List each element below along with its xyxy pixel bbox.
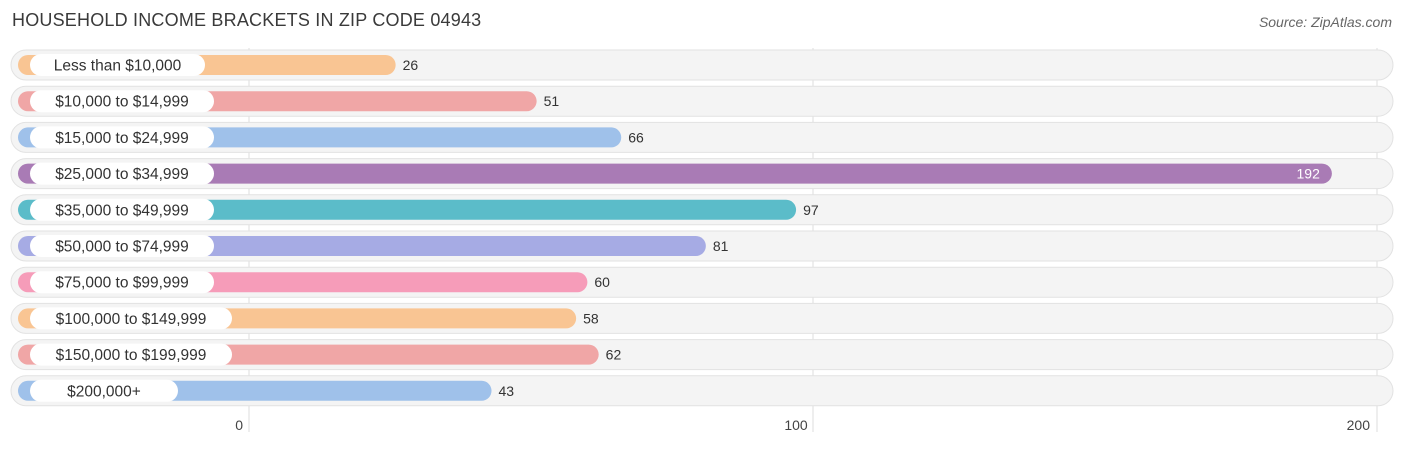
category-label-pill — [30, 235, 214, 257]
value-label: 43 — [499, 383, 515, 399]
category-label-pill — [30, 379, 178, 402]
category-label: $35,000 to $49,999 — [55, 202, 189, 219]
x-tick-label: 100 — [784, 417, 808, 433]
source-credit: Source: ZipAtlas.com — [1258, 14, 1392, 30]
category-label-pill — [30, 54, 205, 76]
value-label: 60 — [594, 274, 610, 290]
category-label: $15,000 to $24,999 — [55, 130, 189, 147]
category-label: $75,000 to $99,999 — [55, 275, 189, 292]
category-label: $200,000+ — [67, 383, 141, 400]
x-tick-label: 0 — [235, 417, 243, 433]
category-label-pill — [30, 126, 214, 149]
value-label: 51 — [544, 93, 560, 109]
category-label-pill — [30, 198, 214, 221]
chart-title: HOUSEHOLD INCOME BRACKETS IN ZIP CODE 04… — [12, 10, 482, 30]
category-label-pill — [30, 162, 214, 185]
category-label: $50,000 to $74,999 — [55, 239, 189, 256]
value-label: 58 — [583, 310, 599, 326]
category-label: $25,000 to $34,999 — [55, 166, 189, 183]
category-label-pill — [30, 307, 232, 330]
category-label-pill — [30, 90, 214, 113]
value-label: 192 — [1297, 166, 1321, 182]
category-label: $10,000 to $14,999 — [55, 94, 189, 111]
bar — [18, 163, 1332, 184]
value-label: 66 — [628, 129, 644, 145]
category-label: $100,000 to $149,999 — [56, 311, 207, 328]
category-label-pill — [30, 343, 232, 366]
value-label: 81 — [713, 238, 729, 254]
category-label-pill — [30, 271, 214, 294]
category-label: $150,000 to $199,999 — [56, 347, 207, 364]
value-label: 62 — [606, 347, 622, 363]
value-label: 97 — [803, 202, 819, 218]
value-label: 26 — [403, 57, 419, 73]
x-tick-label: 200 — [1347, 417, 1371, 433]
category-label: Less than $10,000 — [54, 58, 182, 75]
